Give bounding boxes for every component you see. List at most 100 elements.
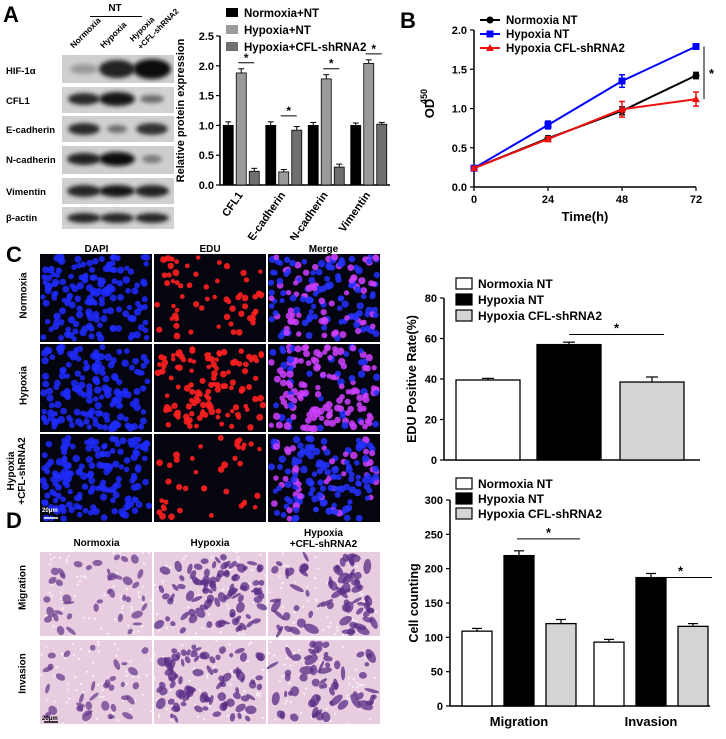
edu-nucleus	[193, 394, 200, 401]
membrane-pore	[53, 700, 56, 703]
merged-nucleus	[345, 466, 353, 474]
stained-cell	[317, 667, 332, 674]
stained-cell	[222, 672, 232, 682]
edu-nucleus	[187, 357, 193, 363]
merged-nucleus	[362, 393, 368, 399]
stained-cell	[311, 709, 323, 718]
stained-cell	[190, 651, 198, 658]
stained-cell	[66, 613, 73, 620]
merged-nucleus	[334, 370, 342, 377]
image-background	[40, 552, 152, 636]
merged-nucleus	[286, 355, 295, 364]
blot-strip-beta-actin	[62, 207, 174, 229]
merged-nucleus	[280, 398, 288, 406]
membrane-pore	[73, 594, 76, 597]
membrane-pore	[226, 714, 230, 718]
merged-nucleus	[268, 295, 275, 302]
merged-nucleus	[302, 269, 310, 276]
nucleus	[85, 396, 94, 404]
edu-nucleus	[203, 284, 210, 290]
membrane-pore	[141, 693, 145, 696]
nucleus	[71, 285, 79, 293]
merged-nucleus	[326, 507, 332, 514]
stained-cell	[293, 605, 300, 612]
membrane-pore	[283, 564, 286, 568]
nucleus	[116, 379, 123, 386]
edu-nucleus	[171, 402, 178, 409]
nucleus	[49, 354, 56, 360]
stained-cell	[212, 668, 219, 674]
merged-nucleus	[359, 441, 368, 450]
stained-cell	[296, 618, 306, 628]
nucleus	[40, 477, 47, 485]
membrane-pore	[141, 625, 144, 628]
merged-nucleus	[282, 475, 289, 482]
edu-nucleus	[174, 259, 180, 265]
edu-nucleus	[161, 359, 169, 366]
merged-nucleus	[324, 345, 330, 351]
membrane-pore	[157, 715, 161, 719]
x-category-label: N-cadherin	[288, 190, 331, 240]
bar	[265, 125, 277, 186]
stained-cell	[229, 608, 236, 618]
nucleus	[98, 450, 106, 457]
membrane-pore	[198, 688, 201, 692]
nucleus	[107, 463, 114, 469]
nucleus	[82, 276, 88, 282]
merged-nucleus	[348, 374, 356, 382]
edu-nucleus	[185, 403, 193, 410]
membrane-pore	[329, 621, 332, 625]
y-tick-label: 1.5	[452, 64, 467, 76]
membrane-pore	[322, 628, 325, 632]
membrane-pore	[281, 606, 285, 609]
membrane-pore	[165, 707, 169, 711]
stained-cell	[58, 568, 66, 578]
stained-cell	[50, 567, 60, 576]
merged-nucleus	[355, 474, 361, 480]
stained-cell	[284, 625, 292, 633]
membrane-pore	[237, 556, 240, 559]
nucleus	[54, 272, 61, 279]
stained-cell	[44, 616, 53, 623]
edu-nucleus	[176, 484, 183, 491]
merged-nucleus	[287, 307, 294, 314]
membrane-pore	[327, 626, 330, 629]
merged-nucleus	[312, 447, 321, 456]
merged-nucleus	[356, 401, 363, 408]
merged-nucleus	[359, 326, 367, 333]
nucleus	[53, 254, 61, 262]
membrane-pore	[125, 588, 129, 591]
membrane-pore	[304, 687, 308, 690]
nucleus	[69, 353, 77, 361]
membrane-pore	[182, 557, 185, 561]
edu-nucleus	[257, 394, 264, 402]
merged-nucleus	[369, 323, 376, 330]
stained-cell	[206, 665, 214, 676]
merged-nucleus	[290, 476, 297, 483]
stained-cell	[299, 673, 308, 682]
blot-strip-n-cadherin	[62, 146, 174, 174]
y-tick-label: 0	[437, 701, 443, 713]
membrane-pore	[355, 668, 358, 671]
nucleus	[91, 364, 99, 372]
membrane-pore	[249, 641, 253, 644]
blot-strip-e-cadherin	[62, 116, 174, 142]
edu-nucleus	[198, 444, 203, 449]
nucleus	[140, 442, 149, 450]
edu-nucleus	[214, 278, 220, 284]
nucleus	[100, 493, 108, 501]
merged-nucleus	[275, 421, 283, 429]
merged-nucleus	[299, 296, 307, 303]
nucleus	[44, 492, 51, 499]
membrane-pore	[61, 652, 64, 656]
stained-cell	[339, 615, 352, 626]
merged-nucleus	[348, 277, 355, 284]
merged-nucleus	[333, 485, 340, 492]
stained-cell	[180, 649, 187, 656]
membrane-pore	[141, 601, 144, 605]
nucleus	[61, 455, 68, 461]
stained-cell	[237, 594, 244, 603]
merged-nucleus	[310, 270, 316, 276]
stained-cell	[266, 661, 279, 670]
y-tick-label: 2.0	[199, 61, 214, 73]
